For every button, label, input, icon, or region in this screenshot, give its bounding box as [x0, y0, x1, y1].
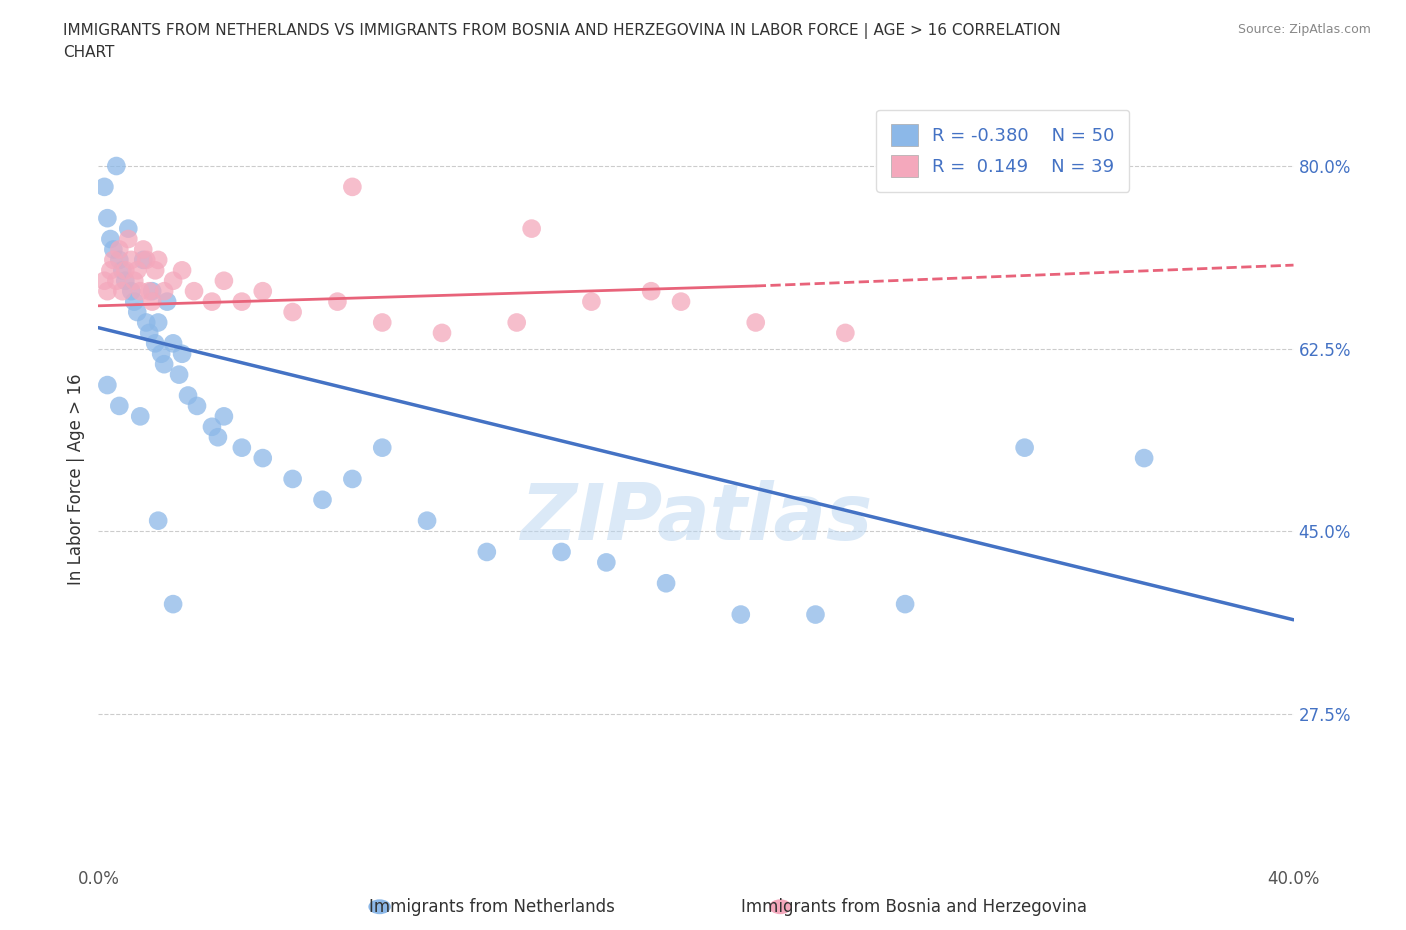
Text: Immigrants from Netherlands: Immigrants from Netherlands	[370, 897, 614, 916]
Point	[1133, 451, 1156, 466]
Point	[162, 273, 184, 288]
Point	[804, 607, 827, 622]
Point	[120, 284, 142, 299]
Point	[105, 159, 128, 174]
Point	[96, 211, 118, 226]
Point	[93, 273, 115, 288]
Point	[105, 273, 128, 288]
Point	[114, 263, 136, 278]
Point	[231, 294, 253, 309]
Point	[103, 242, 125, 257]
Point	[342, 179, 364, 194]
Point	[550, 545, 572, 560]
Point	[96, 284, 118, 299]
Point	[111, 263, 134, 278]
Point	[117, 221, 139, 236]
Point	[153, 284, 176, 299]
Point	[669, 294, 692, 309]
Point	[135, 315, 157, 330]
Point	[143, 336, 166, 351]
Point	[281, 472, 304, 486]
Point	[124, 273, 146, 288]
Point	[162, 597, 184, 612]
Point	[730, 607, 752, 622]
Point	[108, 252, 131, 267]
Point	[342, 472, 364, 486]
Point	[93, 179, 115, 194]
Point	[167, 367, 190, 382]
Point	[172, 263, 194, 278]
Point	[143, 263, 166, 278]
Point	[834, 326, 856, 340]
Point	[520, 221, 543, 236]
Point	[416, 513, 439, 528]
Point	[201, 294, 224, 309]
Point	[98, 263, 122, 278]
Point	[132, 242, 155, 257]
Point	[141, 294, 163, 309]
Text: Immigrants from Bosnia and Herzegovina: Immigrants from Bosnia and Herzegovina	[741, 897, 1087, 916]
Point	[98, 232, 122, 246]
Point	[127, 305, 149, 320]
Point	[148, 513, 170, 528]
Point	[371, 315, 394, 330]
Point	[326, 294, 349, 309]
Point	[430, 326, 453, 340]
Point	[183, 284, 205, 299]
Point	[135, 252, 157, 267]
Point	[252, 451, 274, 466]
Point	[212, 273, 235, 288]
Text: IMMIGRANTS FROM NETHERLANDS VS IMMIGRANTS FROM BOSNIA AND HERZEGOVINA IN LABOR F: IMMIGRANTS FROM NETHERLANDS VS IMMIGRANT…	[63, 23, 1062, 39]
Point	[281, 305, 304, 320]
Y-axis label: In Labor Force | Age > 16: In Labor Force | Age > 16	[66, 373, 84, 585]
Point	[894, 597, 917, 612]
Point	[117, 232, 139, 246]
Point	[595, 555, 617, 570]
Point	[103, 252, 125, 267]
Point	[231, 440, 253, 455]
Point	[132, 252, 155, 267]
Point	[124, 294, 146, 309]
Point	[156, 294, 179, 309]
Point	[201, 419, 224, 434]
Point	[138, 284, 160, 299]
Point	[114, 273, 136, 288]
Point	[506, 315, 529, 330]
Point	[177, 388, 200, 403]
Point	[371, 440, 394, 455]
Point	[640, 284, 662, 299]
Point	[127, 263, 149, 278]
Point	[581, 294, 603, 309]
Legend: R = -0.380    N = 50, R =  0.149    N = 39: R = -0.380 N = 50, R = 0.149 N = 39	[876, 110, 1129, 192]
Text: ZIPatlas: ZIPatlas	[520, 480, 872, 555]
Point	[148, 252, 170, 267]
Point	[1014, 440, 1036, 455]
Point	[120, 252, 142, 267]
Point	[129, 409, 152, 424]
Point	[96, 378, 118, 392]
Point	[148, 315, 170, 330]
Point	[655, 576, 678, 591]
Point	[150, 346, 173, 361]
Point	[207, 430, 229, 445]
Point	[162, 336, 184, 351]
Point	[172, 346, 194, 361]
Text: CHART: CHART	[63, 45, 115, 60]
Point	[141, 284, 163, 299]
Point	[186, 398, 208, 413]
Point	[311, 492, 333, 507]
Point	[475, 545, 498, 560]
Text: Source: ZipAtlas.com: Source: ZipAtlas.com	[1237, 23, 1371, 36]
Point	[111, 284, 134, 299]
Point	[108, 398, 131, 413]
Point	[212, 409, 235, 424]
Point	[138, 326, 160, 340]
Point	[129, 284, 152, 299]
Point	[745, 315, 768, 330]
Point	[108, 242, 131, 257]
Point	[252, 284, 274, 299]
Point	[153, 357, 176, 372]
